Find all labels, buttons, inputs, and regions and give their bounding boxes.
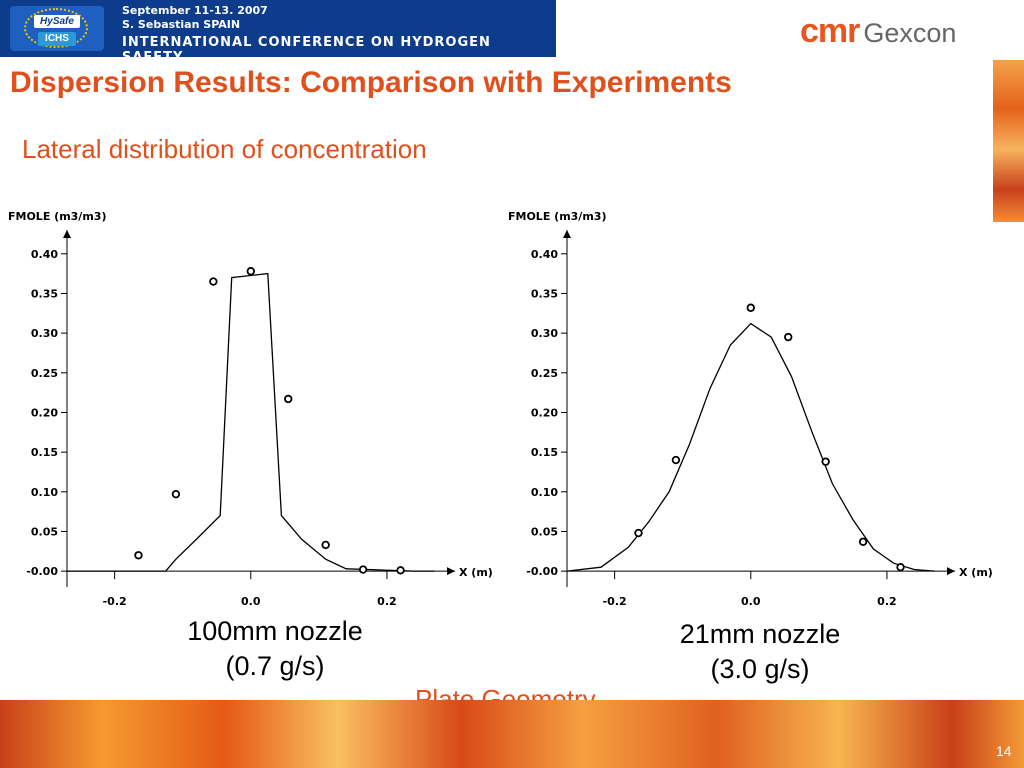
ichs-logo-text: ICHS xyxy=(38,32,76,46)
caption-flow-rate: (0.7 g/s) xyxy=(225,651,325,681)
flame-decoration-bottom xyxy=(0,700,1024,768)
y-tick-label: 0.40 xyxy=(531,248,558,261)
y-tick-label: 0.30 xyxy=(531,327,558,340)
conference-banner: HySafe ICHS September 11-13. 2007 S. Seb… xyxy=(0,0,556,65)
simulation-curve xyxy=(67,272,435,572)
gexcon-logo-text: Gexcon xyxy=(863,18,957,48)
y-axis-arrow xyxy=(63,230,71,238)
x-tick-label: -0.2 xyxy=(603,595,627,608)
y-tick-label: 0.25 xyxy=(531,367,558,380)
y-axis-title: FMOLE (m3/m3) xyxy=(8,210,106,223)
simulation-curve xyxy=(566,322,935,572)
y-tick-label: 0.25 xyxy=(31,367,58,380)
y-axis-arrow xyxy=(563,230,571,238)
experiment-point xyxy=(209,277,218,286)
experiment-point xyxy=(784,332,793,342)
y-tick-label: -0.00 xyxy=(26,565,58,578)
chart-21mm-nozzle: -0.00 0.05 0.10 0.15 0.20 0.25 0.30 0.35 0.40 -0.… xyxy=(508,210,993,608)
experiment-point xyxy=(246,267,255,276)
eu-stars-ring xyxy=(24,8,88,48)
experiment-point xyxy=(671,455,681,465)
experiment-point xyxy=(858,537,868,546)
experiment-point xyxy=(284,394,293,404)
experiment-point xyxy=(634,528,643,538)
x-axis-title: X (m) xyxy=(959,566,993,579)
y-tick-label: 0.40 xyxy=(31,248,58,261)
experiment-point xyxy=(358,565,368,574)
x-tick-label: -0.2 xyxy=(103,595,127,608)
x-axis-arrow xyxy=(947,567,955,576)
conference-dates: September 11-13. 2007 xyxy=(122,4,268,17)
experiment-point xyxy=(171,489,181,499)
y-tick-label: 0.05 xyxy=(531,525,558,538)
experiment-point xyxy=(746,303,755,312)
experiment-point xyxy=(896,562,905,572)
caption-nozzle-size: 100mm nozzle xyxy=(187,616,363,646)
x-axis-arrow xyxy=(447,567,455,576)
cmr-logo-text: cmr xyxy=(800,12,860,50)
caption-nozzle-size: 21mm nozzle xyxy=(679,619,841,649)
y-tick-label: 0.10 xyxy=(31,486,58,499)
cmr-gexcon-logo: cmr Gexcon xyxy=(800,14,956,48)
x-axis-title: X (m) xyxy=(459,566,493,579)
y-axis-title: FMOLE (m3/m3) xyxy=(508,210,606,223)
y-tick-label: 0.15 xyxy=(531,446,558,459)
y-tick-label: 0.05 xyxy=(31,525,58,538)
experiment-point xyxy=(396,566,405,575)
x-tick-label: 0.0 xyxy=(741,595,761,608)
x-tick-label: 0.2 xyxy=(377,595,397,608)
y-tick-label: 0.20 xyxy=(31,406,58,419)
conference-name: INTERNATIONAL CONFERENCE ON HYDROGEN SAF… xyxy=(122,35,491,65)
hysafe-logo-text: HySafe xyxy=(34,15,80,28)
x-tick-label: 0.0 xyxy=(241,595,261,608)
experiment-point xyxy=(134,551,143,560)
caption-21mm-nozzle: 21mm nozzle (3.0 g/s) xyxy=(620,617,900,687)
y-tick-label: 0.30 xyxy=(31,327,58,340)
caption-flow-rate: (3.0 g/s) xyxy=(710,654,810,684)
y-tick-label: 0.35 xyxy=(31,287,58,300)
y-tick-label: 0.20 xyxy=(531,406,558,419)
flame-decoration-right xyxy=(993,60,1024,222)
page-number: 14 xyxy=(996,743,1012,759)
y-tick-label: 0.10 xyxy=(531,486,558,499)
chart-100mm-nozzle: -0.00 0.05 0.10 0.15 0.20 0.25 0.30 0.35 0.40 -0.… xyxy=(8,210,493,608)
experiment-point xyxy=(821,457,830,466)
hysafe-ichs-logo: HySafe ICHS xyxy=(10,6,104,51)
conference-location: S. Sebastian SPAIN xyxy=(122,18,241,31)
slide-title: Dispersion Results: Comparison with Expe… xyxy=(10,66,732,99)
x-tick-label: 0.2 xyxy=(877,595,897,608)
y-tick-label: 0.35 xyxy=(531,287,558,300)
experiment-point xyxy=(321,540,330,550)
y-tick-label: -0.00 xyxy=(526,565,558,578)
y-tick-label: 0.15 xyxy=(31,446,58,459)
slide-subtitle: Lateral distribution of concentration xyxy=(22,134,427,164)
caption-100mm-nozzle: 100mm nozzle (0.7 g/s) xyxy=(140,614,410,684)
